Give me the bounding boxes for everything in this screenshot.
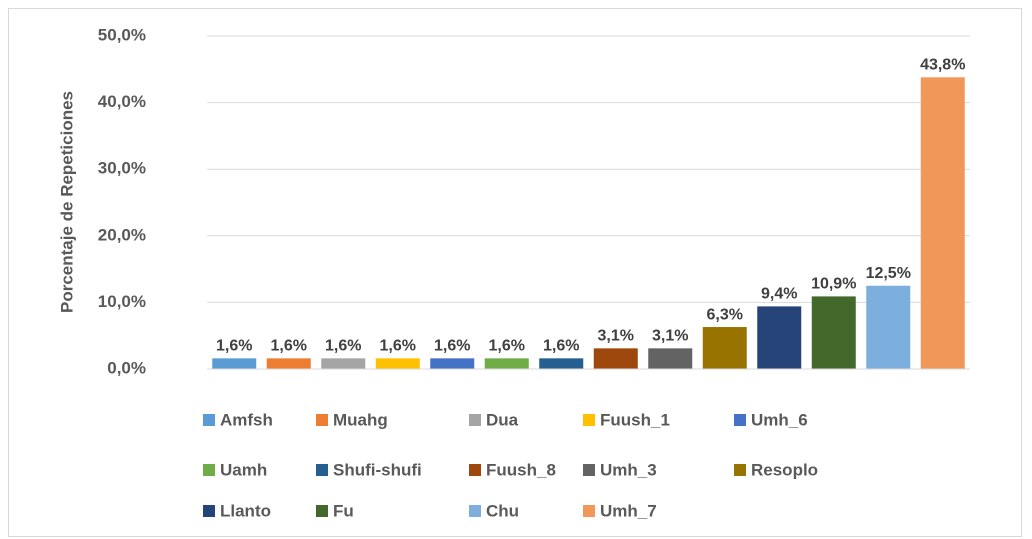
data-label: 1,6% xyxy=(216,338,252,355)
data-label: 9,4% xyxy=(761,286,797,303)
data-label: 3,1% xyxy=(598,328,634,345)
bar xyxy=(375,358,420,369)
bar xyxy=(648,348,693,369)
legend-label: Umh_3 xyxy=(600,460,657,479)
bar xyxy=(484,358,529,369)
legend-label: Amfsh xyxy=(220,410,273,429)
y-tick-label: 30,0% xyxy=(98,159,146,178)
bar xyxy=(757,306,802,369)
data-label: 10,9% xyxy=(811,276,856,293)
bar xyxy=(266,358,311,369)
legend-label: Chu xyxy=(486,501,519,520)
y-tick-label: 50,0% xyxy=(98,25,146,44)
y-tick-label: 20,0% xyxy=(98,225,146,244)
legend-label: Llanto xyxy=(220,501,271,520)
legend-swatch xyxy=(734,414,746,426)
legend-label: Umh_7 xyxy=(600,501,657,520)
y-tick-label: 0,0% xyxy=(107,358,146,377)
legend-label: Resoplo xyxy=(751,460,818,479)
bar xyxy=(593,348,638,369)
bar xyxy=(920,77,965,370)
legend-label: Umh_6 xyxy=(751,410,808,429)
legend-swatch xyxy=(316,464,328,476)
y-tick-label: 10,0% xyxy=(98,292,146,311)
legend-swatch xyxy=(316,505,328,517)
legend-swatch xyxy=(734,464,746,476)
legend-swatch xyxy=(203,505,215,517)
data-label: 1,6% xyxy=(489,338,525,355)
chart-border xyxy=(8,8,1022,537)
data-label: 1,6% xyxy=(325,338,361,355)
data-label: 43,8% xyxy=(920,57,965,74)
y-axis-label: Porcentaje de Repeticiones xyxy=(57,91,76,313)
bar xyxy=(430,358,475,369)
legend-label: Fuush_1 xyxy=(600,410,670,429)
bar xyxy=(866,285,911,369)
bar xyxy=(811,296,856,369)
legend-swatch xyxy=(469,414,481,426)
bar xyxy=(212,358,257,369)
legend-swatch xyxy=(583,505,595,517)
legend-swatch xyxy=(469,505,481,517)
data-label: 6,3% xyxy=(707,306,743,323)
legend-label: Fu xyxy=(333,501,354,520)
legend-label: Uamh xyxy=(220,460,267,479)
bar xyxy=(702,327,747,369)
bar xyxy=(321,358,366,369)
legend-swatch xyxy=(316,414,328,426)
data-label: 1,6% xyxy=(380,338,416,355)
legend-swatch xyxy=(203,464,215,476)
legend-label: Dua xyxy=(486,410,519,429)
legend-swatch xyxy=(469,464,481,476)
legend-label: Fuush_8 xyxy=(486,460,556,479)
bar xyxy=(539,358,584,369)
data-label: 1,6% xyxy=(434,338,470,355)
legend-label: Shufi-shufi xyxy=(333,460,422,479)
legend-swatch xyxy=(583,464,595,476)
data-label: 3,1% xyxy=(652,328,688,345)
legend-label: Muahg xyxy=(333,410,388,429)
legend-swatch xyxy=(583,414,595,426)
data-label: 1,6% xyxy=(271,338,307,355)
data-label: 12,5% xyxy=(866,265,911,282)
legend-swatch xyxy=(203,414,215,426)
data-label: 1,6% xyxy=(543,338,579,355)
y-tick-label: 40,0% xyxy=(98,92,146,111)
